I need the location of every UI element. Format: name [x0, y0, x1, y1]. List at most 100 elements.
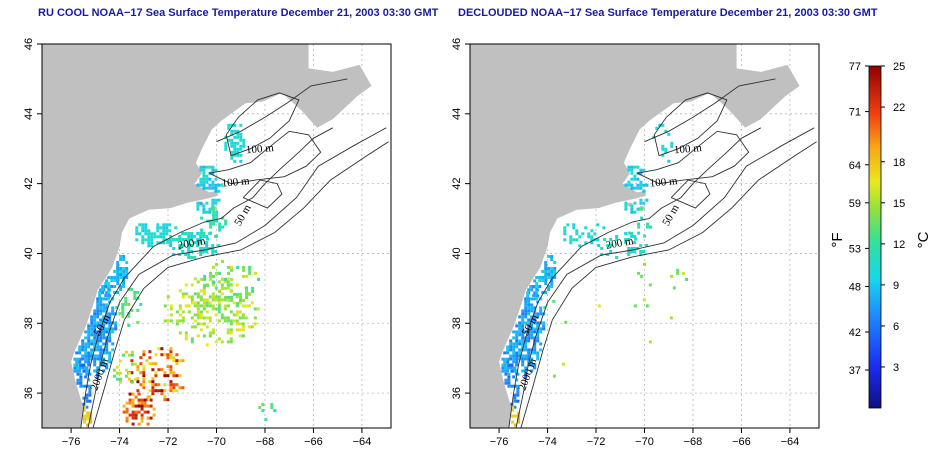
sst-pixel	[136, 365, 140, 369]
sst-pixel	[535, 285, 539, 288]
sst-pixel	[215, 216, 219, 220]
sst-pixel	[96, 303, 100, 307]
sst-pixel	[667, 132, 671, 136]
sst-pixel	[587, 235, 591, 239]
sst-pixel	[215, 219, 219, 223]
sst-pixel	[227, 138, 231, 142]
sst-pixel	[230, 265, 234, 269]
sst-pixel	[236, 292, 240, 296]
sst-pixel	[202, 165, 206, 169]
sst-pixel	[85, 399, 89, 403]
sst-pixel	[208, 183, 212, 187]
sst-pixel	[200, 231, 204, 235]
sst-pixel	[87, 339, 91, 343]
sst-pixel	[630, 186, 634, 190]
sst-pixel	[99, 321, 103, 325]
sst-pixel	[199, 304, 203, 308]
longitude-tick-label: −76	[62, 436, 81, 448]
left-sst-pixels	[73, 123, 277, 427]
sst-pixel	[682, 271, 686, 275]
sst-pixel	[550, 258, 554, 261]
sst-pixel	[105, 279, 109, 283]
sst-pixel	[79, 363, 83, 367]
sst-pixel	[521, 342, 525, 346]
sst-pixel	[242, 298, 246, 302]
sst-pixel	[87, 378, 91, 382]
sst-pixel	[154, 383, 158, 387]
fahrenheit-tick-label: 53	[849, 243, 861, 255]
sst-pixel	[521, 345, 525, 349]
sst-pixel	[515, 330, 519, 334]
sst-pixel	[217, 319, 221, 323]
colorbar-ticks: 25 22 18 15 12 9 6 3 77 71 64 59 53 48 42 37	[849, 61, 906, 377]
sst-pixel	[230, 129, 234, 133]
sst-pixel	[515, 363, 519, 367]
sst-pixel	[513, 366, 517, 370]
sst-pixel	[122, 270, 126, 273]
sst-pixel	[236, 153, 240, 157]
sst-pixel	[510, 363, 514, 367]
sst-pixel	[245, 286, 249, 290]
sst-pixel	[102, 336, 106, 340]
sst-pixel	[542, 324, 546, 328]
sst-pixel	[147, 229, 151, 233]
sst-pixel	[93, 321, 97, 325]
sst-pixel	[217, 310, 221, 314]
sst-pixel	[637, 222, 641, 226]
sst-pixel	[506, 366, 510, 370]
sst-pixel	[230, 138, 234, 142]
sst-pixel	[639, 244, 643, 247]
sst-pixel	[566, 223, 570, 227]
sst-pixel	[227, 271, 231, 275]
sst-pixel	[116, 279, 120, 282]
sst-pixel	[615, 238, 619, 241]
sst-pixel	[131, 413, 135, 417]
sst-pixel	[581, 232, 585, 236]
sst-pixel	[609, 250, 613, 253]
sst-pixel	[86, 417, 90, 421]
sst-pixel	[521, 318, 525, 322]
sst-pixel	[507, 381, 511, 385]
sst-pixel	[642, 298, 646, 302]
fahrenheit-tick-label: 64	[849, 160, 861, 172]
sst-pixel	[199, 310, 203, 314]
sst-pixel	[526, 291, 530, 294]
sst-pixel	[633, 304, 637, 308]
sst-pixel	[151, 362, 155, 366]
sst-pixel	[107, 294, 111, 297]
sst-pixel	[527, 306, 531, 310]
sst-pixel	[550, 255, 554, 258]
sst-pixel	[211, 250, 215, 253]
sst-pixel	[78, 345, 82, 349]
sst-pixel	[175, 383, 179, 387]
sst-pixel	[202, 304, 206, 308]
sst-pixel	[250, 301, 254, 305]
sst-pixel	[84, 345, 88, 349]
sst-pixel	[550, 279, 554, 282]
sst-pixel	[264, 418, 268, 422]
sst-pixel	[169, 241, 173, 244]
sst-pixel	[88, 372, 92, 376]
latitude-tick-label: 38	[23, 317, 35, 329]
sst-pixel	[90, 339, 94, 343]
sst-pixel	[187, 238, 191, 241]
sst-pixel	[527, 324, 531, 328]
sst-pixel	[550, 270, 554, 273]
sst-pixel	[544, 282, 548, 285]
sst-pixel	[78, 366, 82, 370]
sst-pixel	[661, 153, 665, 157]
sst-pixel	[134, 410, 138, 414]
sst-pixel	[148, 350, 152, 354]
sst-pixel	[544, 267, 548, 270]
sst-pixel	[627, 247, 631, 250]
sst-pixel	[93, 357, 97, 361]
sst-pixel	[156, 223, 160, 227]
sst-pixel	[630, 177, 634, 181]
sst-pixel	[122, 276, 126, 279]
sst-pixel	[93, 369, 97, 373]
sst-pixel	[544, 264, 548, 267]
sst-pixel	[141, 226, 145, 230]
sst-pixel	[521, 354, 525, 358]
sst-pixel	[521, 321, 525, 325]
sst-pixel	[89, 420, 93, 424]
